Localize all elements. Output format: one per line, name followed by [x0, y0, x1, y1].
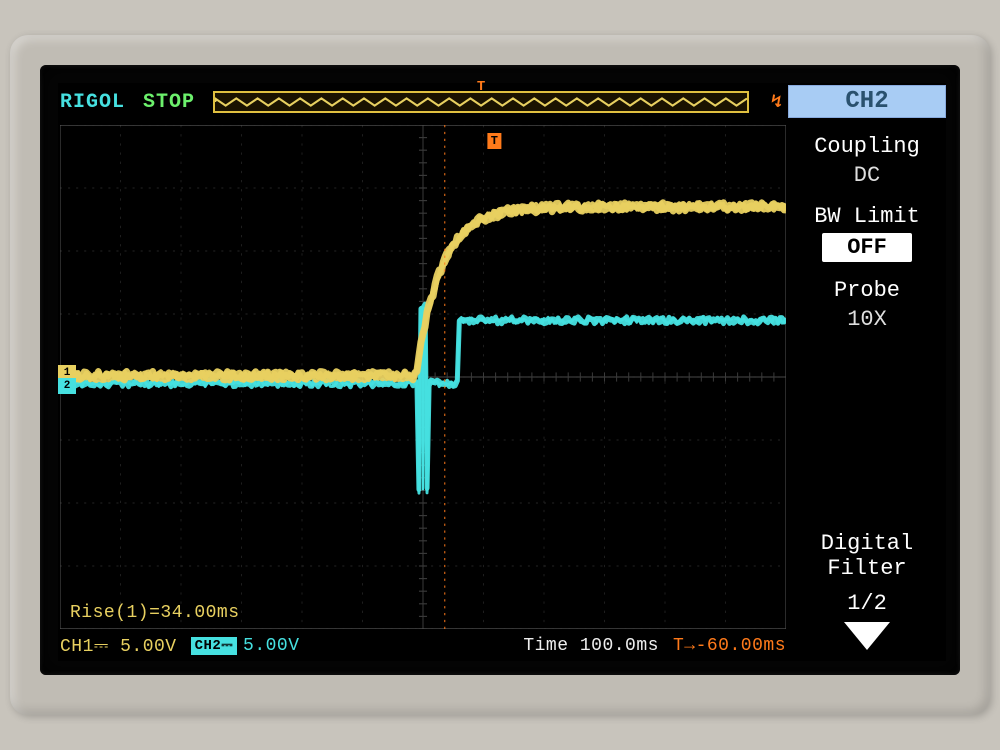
page-down-icon[interactable]: [844, 622, 890, 657]
main-area: RIGOL STOP T T ↯: [58, 83, 788, 661]
side-menu: CH2 Coupling DC BW Limit OFF Probe 10X D…: [788, 83, 946, 661]
menu-coupling-val: DC: [788, 163, 946, 188]
menu-probe-val: 10X: [788, 307, 946, 332]
brand-label: RIGOL: [60, 91, 125, 114]
menu-page: 1/2: [788, 591, 946, 616]
ch2-readout: CH2⎓ 5.00V: [191, 636, 300, 656]
oscilloscope-screen: RIGOL STOP T T ↯: [58, 83, 946, 661]
channel-tab[interactable]: CH2: [788, 85, 946, 118]
menu-bwlimit-head[interactable]: BW Limit: [788, 204, 946, 229]
trigger-wave-icon: [215, 93, 747, 111]
screen-frame: RIGOL STOP T T ↯: [40, 65, 960, 675]
waveform-grid[interactable]: 1 2 Rise(1)=34.00ms: [60, 125, 786, 629]
measurement-readout: Rise(1)=34.00ms: [70, 603, 240, 623]
device-bezel: RIGOL STOP T T ↯: [10, 35, 990, 715]
bottom-bar: CH1⎓ 5.00V CH2⎓ 5.00V Time 100.0ms T→-60…: [58, 631, 788, 661]
menu-digital-filter[interactable]: Digital Filter: [788, 531, 946, 581]
menu-coupling-head[interactable]: Coupling: [788, 134, 946, 159]
ch1-readout: CH1⎓ 5.00V: [60, 636, 177, 657]
trigger-offset-readout: T→-60.00ms: [673, 636, 786, 656]
run-state: STOP: [143, 91, 195, 114]
trigger-timeline: T T: [213, 91, 749, 113]
timebase-readout: Time 100.0ms: [523, 636, 659, 656]
trigger-edge-icon: ↯: [771, 91, 786, 113]
top-bar: RIGOL STOP T T ↯: [58, 83, 788, 119]
ch2-ground-marker: 2: [58, 378, 76, 394]
menu-probe-head[interactable]: Probe: [788, 278, 946, 303]
menu-bwlimit-val: OFF: [822, 233, 912, 262]
waveform-svg: [60, 125, 786, 629]
ch2-box: CH2⎓: [191, 637, 237, 655]
